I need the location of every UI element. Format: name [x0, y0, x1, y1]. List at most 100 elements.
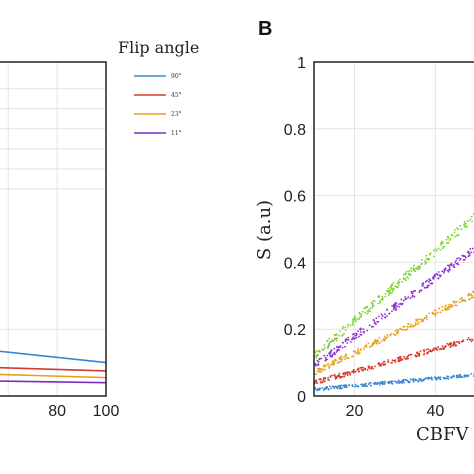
scatter-point — [360, 331, 362, 333]
scatter-point — [372, 318, 375, 321]
scatter-point — [408, 270, 410, 272]
scatter-point — [442, 376, 445, 379]
scatter-point — [404, 298, 407, 301]
scatter-point — [363, 384, 366, 387]
scatter-point — [434, 309, 437, 312]
scatter-point — [409, 273, 412, 276]
scatter-point — [470, 373, 473, 375]
scatter-point — [380, 381, 383, 384]
scatter-point — [375, 341, 377, 343]
scatter-point — [447, 308, 450, 311]
scatter-point — [416, 318, 419, 320]
scatter-point — [365, 346, 368, 348]
scatter-point — [450, 306, 452, 309]
legend-label-2: 23° — [171, 111, 182, 118]
scatter-point — [389, 285, 392, 288]
scatter-point — [412, 379, 415, 382]
scatter-point — [433, 274, 436, 276]
scatter-point — [329, 385, 331, 388]
scatter-point — [418, 321, 420, 324]
scatter-point — [459, 298, 462, 300]
scatter-point — [339, 386, 342, 389]
scatter-point — [323, 354, 326, 357]
scatter-point — [353, 332, 355, 335]
scatter-point — [386, 308, 388, 311]
scatter-point — [391, 287, 394, 290]
scatter-point — [368, 366, 371, 369]
scatter-point — [404, 272, 407, 274]
scatter-point — [363, 348, 365, 350]
scatter-point — [321, 381, 324, 383]
scatter-point — [354, 319, 357, 321]
scatter-point — [380, 340, 383, 343]
scatter-point — [458, 342, 461, 345]
scatter-point — [354, 350, 357, 353]
right-y-tick-label: 0.6 — [284, 189, 306, 206]
scatter-point — [462, 254, 465, 257]
scatter-point — [371, 345, 373, 347]
scatter-point — [471, 247, 474, 250]
scatter-point — [347, 325, 349, 328]
scatter-point — [407, 296, 410, 299]
scatter-point — [368, 324, 371, 327]
scatter-point — [328, 341, 331, 344]
scatter-point — [461, 298, 464, 301]
scatter-point — [324, 376, 326, 379]
scatter-point — [315, 350, 318, 352]
scatter-point — [437, 346, 439, 348]
right-grid — [314, 62, 474, 396]
scatter-point — [321, 387, 324, 389]
scatter-point — [329, 364, 332, 367]
scatter-point — [323, 387, 326, 390]
scatter-point — [389, 292, 392, 295]
scatter-point — [428, 284, 430, 287]
scatter-point — [417, 268, 419, 271]
scatter-point — [461, 340, 464, 343]
scatter-point — [436, 377, 439, 380]
scatter-point — [455, 341, 458, 343]
scatter-point — [379, 301, 382, 304]
scatter-point — [456, 300, 458, 303]
scatter-point — [322, 368, 325, 371]
scatter-point — [375, 339, 378, 342]
scatter-point — [406, 325, 409, 328]
scatter-point — [453, 341, 456, 343]
legend-label-1: 45° — [171, 92, 182, 99]
scatter-point — [417, 352, 420, 355]
scatter-point — [443, 306, 446, 308]
scatter-point — [439, 311, 442, 314]
scatter-point — [393, 308, 395, 311]
right-series-3 — [313, 337, 474, 385]
scatter-point — [407, 381, 410, 384]
scatter-point — [405, 379, 407, 381]
scatter-point — [318, 358, 320, 360]
x-axis-label: CBFV — [416, 424, 469, 445]
scatter-point — [459, 224, 461, 227]
scatter-point — [402, 299, 405, 302]
scatter-point — [341, 346, 344, 349]
scatter-point — [472, 296, 474, 299]
scatter-point — [396, 381, 398, 383]
scatter-point — [409, 325, 412, 327]
scatter-point — [441, 247, 444, 250]
scatter-point — [353, 338, 355, 340]
scatter-point — [447, 270, 450, 273]
scatter-point — [437, 277, 440, 280]
scatter-point — [469, 218, 472, 221]
scatter-point — [325, 387, 328, 389]
scatter-point — [399, 381, 402, 383]
scatter-point — [314, 388, 317, 390]
scatter-point — [462, 259, 465, 261]
scatter-point — [469, 247, 472, 250]
scatter-point — [447, 241, 450, 244]
right-x-ticks: 20 40 — [346, 403, 445, 420]
scatter-point — [339, 345, 342, 347]
scatter-point — [357, 347, 359, 350]
scatter-point — [387, 361, 390, 363]
scatter-point — [384, 337, 387, 339]
scatter-point — [378, 337, 381, 339]
scatter-point — [384, 313, 386, 315]
scatter-point — [397, 360, 400, 363]
scatter-point — [345, 353, 347, 356]
scatter-point — [341, 334, 344, 337]
